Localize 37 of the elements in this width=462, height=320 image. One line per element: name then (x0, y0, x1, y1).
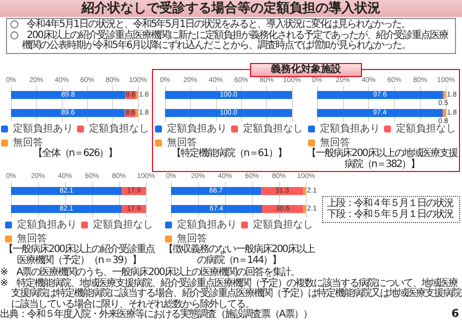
bar (303, 205, 306, 213)
legend-label: 定額負担あり (320, 122, 380, 134)
legend-label: 定額負担なし (89, 122, 149, 134)
text: 【特定機能病院（n＝61）】 (170, 148, 288, 159)
legend-label: 定額負担なし (396, 122, 456, 134)
bar (11, 109, 125, 117)
text: 【一般病床200床以上の地域医療支援病院（n＝382）】 (306, 148, 458, 170)
legend-label: 無回答 (320, 136, 350, 148)
text: 【徴収義務のない一般病床200床以上の病院（n＝144）】 (162, 244, 316, 266)
bar (261, 187, 304, 195)
text: ○ 200床以上の紹介受診重点医療機関に新たに定額負担が義務化される予定であったが、紹介受診重点医療機関の公表時期が令和5年6月以降にずれ込んだことから、調査時点では増加が見られなかった。 (10, 30, 450, 52)
bar (303, 187, 306, 195)
text: 紹介状なしで受診する場合等の定額負担の導入状況 (0, 0, 462, 17)
legend-label: 無回答 (17, 232, 47, 244)
text: 下段：令和５年５月１日の状況 (327, 208, 454, 220)
legend-label: 無回答 (167, 136, 197, 148)
text: ○ 令和4年5月1日の状況と、令和5年5月1日の状況をみると、導入状況に変化は見られなかった。 (10, 19, 410, 30)
text: 【一般病床200床以上の紹介受診重点医療機関（予定）（n＝39）】 (2, 244, 156, 266)
text: 上段：令和４年５月１日の状況 (327, 198, 454, 209)
text: 義務化対象施設 (250, 63, 362, 77)
legend-label: 定額負担なし (243, 122, 303, 134)
legend-label: 定額負担なし (93, 218, 153, 230)
legend-label: 定額負担あり (17, 218, 77, 230)
text: 6 (451, 306, 458, 320)
text: ※ A票の医療機関のうち、一般病床200床以上の医療機関の回答を集計。 (0, 267, 300, 278)
legend-label: 定額負担あり (13, 122, 73, 134)
source-note: 出典：令和５年度入院・外来医療等における実態調査（施設調査票（A票）） (0, 309, 312, 320)
legend-label: 定額負担あり (177, 218, 237, 230)
legend-label: 定額負担あり (167, 122, 227, 134)
legend-label: 定額負担なし (253, 218, 313, 230)
legend-label: 無回答 (177, 232, 207, 244)
text: 【全体（n＝626）】 (32, 148, 118, 159)
text: ※ 特定機能病院、地域医療支援病院、紹介受診重点医療機関（予定）の複数に該当する病院について、地域医療支援病院は特定機能病院に該当する場合、紹介受診重点医療機関（予定）は特定機能病院又は地域医療支援病院に該当している場合に限り、それぞれ総数から除外してる。 (0, 278, 461, 310)
legend-label: 無回答 (13, 136, 43, 148)
bar (11, 91, 126, 99)
bar (171, 205, 262, 213)
bar (171, 187, 262, 195)
